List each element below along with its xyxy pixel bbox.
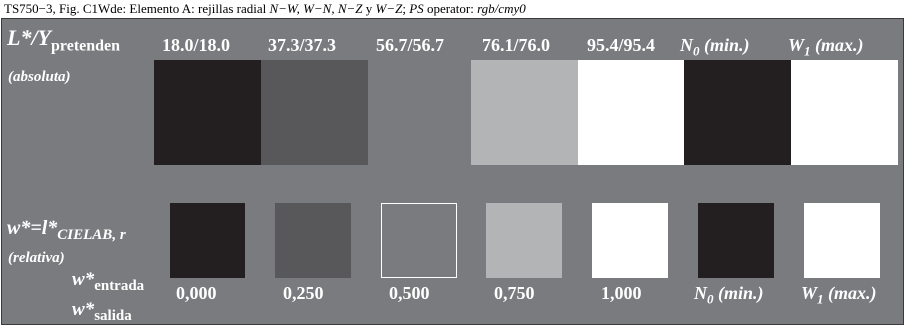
bottom-value-1: 0,000: [176, 283, 217, 303]
top-value-4: 76.1/76.0: [482, 35, 551, 55]
top-value-3: 56.7/56.7: [376, 35, 445, 55]
bottom-row-label: (relativa): [8, 250, 65, 266]
salida-sub: salida: [94, 307, 132, 324]
top-swatch-3: [368, 60, 471, 165]
salida-main: w*: [72, 299, 95, 320]
bottom-swatch-2: [275, 203, 351, 278]
caption-conj: y: [362, 1, 376, 16]
top-n0-sub: 0: [693, 43, 700, 59]
top-n0-label: N0 (min.): [680, 35, 750, 59]
bottom-swatch-3: [381, 203, 457, 278]
bottom-n0-suffix: (min.): [713, 283, 764, 303]
top-swatch-w1: [791, 60, 898, 165]
bottom-n0-label: N0 (min.): [694, 283, 764, 307]
top-w1-sub: 1: [804, 43, 811, 59]
top-value-1: 18.0/18.0: [162, 35, 231, 55]
top-w1-suffix: (max.): [810, 35, 864, 55]
top-value-5: 95.4/95.4: [587, 35, 656, 55]
caption-lead: TS750−3, Fig. C1Wde: Elemento A: rejilla…: [4, 1, 270, 16]
top-n0-suffix: (min.): [699, 35, 750, 55]
bottom-value-4: 0,750: [494, 283, 535, 303]
bottom-label-main: w*=l*: [7, 217, 58, 239]
top-w1-letter: W: [788, 35, 805, 55]
bottom-w1-label: W1 (max.): [801, 283, 877, 307]
top-swatch-2: [261, 60, 368, 165]
top-swatch-1: [154, 60, 261, 165]
bottom-swatch-4: [486, 203, 562, 278]
caption-ps: PS: [409, 1, 424, 16]
bottom-value-3: 0,500: [389, 283, 430, 303]
top-label-sub: pretenden: [51, 37, 121, 55]
bottom-w1-sub: 1: [817, 291, 824, 307]
top-row-label: (absoluta): [8, 69, 71, 85]
bottom-swatch-1: [170, 203, 245, 278]
top-value-2: 37.3/37.3: [268, 35, 337, 55]
bottom-swatch-n0: [698, 203, 774, 278]
bottom-label-sub: CIELAB, r: [57, 227, 126, 243]
bottom-n0-sub: 0: [707, 291, 714, 307]
top-swatch-5: [578, 60, 684, 165]
caption-operator: rgb/cmy0: [477, 1, 526, 16]
bottom-n0-letter: N: [694, 283, 707, 303]
caption-sep: ;: [402, 1, 410, 16]
bottom-value-2: 0,250: [283, 283, 324, 303]
top-swatch-n0: [684, 60, 791, 165]
caption-axes: N−W, W−N, N−Z: [269, 1, 363, 16]
top-n0-letter: N: [680, 35, 693, 55]
top-w1-label: W1 (max.): [788, 35, 864, 59]
entrada-sub: entrada: [94, 277, 145, 294]
entrada-main: w*: [72, 269, 95, 290]
entrada-label: w*entrada: [72, 269, 145, 294]
color-chart-panel: L*/Ypretenden (absoluta) 18.0/18.0 37.3/…: [1, 18, 904, 325]
caption-axis-last: W−Z: [375, 1, 403, 16]
salida-label: w*salida: [72, 299, 132, 324]
bottom-swatch-5: [592, 203, 668, 278]
bottom-swatch-w1: [804, 203, 880, 278]
bottom-w1-letter: W: [801, 283, 818, 303]
bottom-axis-label: w*=l*CIELAB, r: [7, 217, 126, 243]
top-axis-label: L*/Ypretenden: [7, 25, 121, 55]
top-label-main: L*/Y: [7, 25, 51, 50]
top-swatch-4: [471, 60, 578, 165]
bottom-value-5: 1,000: [601, 283, 642, 303]
figure-caption: TS750−3, Fig. C1Wde: Elemento A: rejilla…: [4, 0, 526, 17]
bottom-w1-suffix: (max.): [823, 283, 877, 303]
caption-ps-label: operator:: [423, 1, 478, 16]
